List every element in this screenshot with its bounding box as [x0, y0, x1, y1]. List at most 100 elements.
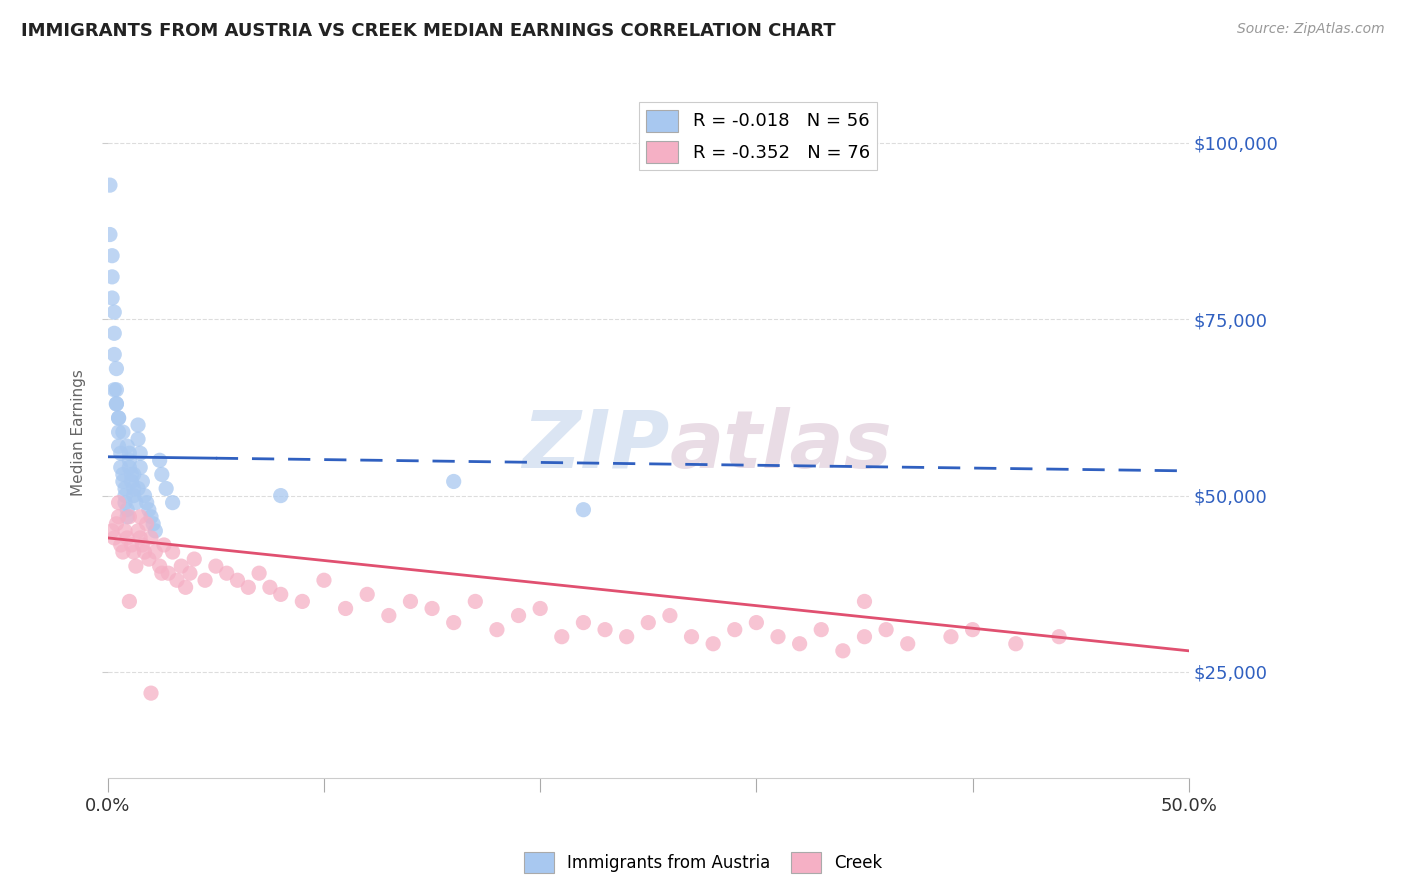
Point — [138, 552, 160, 566]
Text: atlas: atlas — [669, 407, 893, 485]
Point — [129, 531, 152, 545]
Point — [125, 559, 148, 574]
Point — [114, 524, 136, 538]
Point — [247, 566, 270, 581]
Point — [335, 601, 357, 615]
Point — [853, 594, 876, 608]
Point — [572, 615, 595, 630]
Point — [103, 305, 125, 319]
Point — [378, 608, 401, 623]
Point — [179, 566, 201, 581]
Point — [98, 178, 121, 193]
Point — [724, 623, 747, 637]
Point — [420, 601, 443, 615]
Text: ZIP: ZIP — [523, 407, 669, 485]
Point — [121, 475, 143, 489]
Point — [125, 495, 148, 509]
Point — [138, 502, 160, 516]
Point — [157, 566, 180, 581]
Point — [101, 249, 124, 263]
Point — [194, 574, 217, 588]
Point — [114, 482, 136, 496]
Point — [443, 615, 465, 630]
Point — [166, 574, 188, 588]
Point — [105, 516, 128, 531]
Point — [131, 475, 153, 489]
Point — [129, 460, 152, 475]
Point — [129, 446, 152, 460]
Point — [745, 615, 768, 630]
Point — [107, 509, 129, 524]
Point — [853, 630, 876, 644]
Point — [616, 630, 638, 644]
Point — [135, 495, 157, 509]
Point — [150, 566, 173, 581]
Point — [312, 574, 335, 588]
Point — [105, 397, 128, 411]
Point — [131, 538, 153, 552]
Point — [485, 623, 508, 637]
Point — [170, 559, 193, 574]
Point — [122, 467, 145, 482]
Point — [107, 439, 129, 453]
Point — [118, 594, 141, 608]
Point — [205, 559, 228, 574]
Point — [101, 291, 124, 305]
Point — [215, 566, 238, 581]
Point — [111, 545, 134, 559]
Point — [110, 446, 132, 460]
Point — [149, 559, 172, 574]
Point — [127, 432, 149, 446]
Point — [875, 623, 897, 637]
Point — [118, 460, 141, 475]
Point — [155, 482, 177, 496]
Legend: R = -0.018   N = 56, R = -0.352   N = 76: R = -0.018 N = 56, R = -0.352 N = 76 — [638, 103, 877, 169]
Point — [103, 531, 125, 545]
Point — [103, 347, 125, 361]
Point — [139, 531, 162, 545]
Point — [135, 516, 157, 531]
Point — [810, 623, 832, 637]
Point — [115, 439, 138, 453]
Point — [105, 383, 128, 397]
Point — [1047, 630, 1070, 644]
Point — [129, 509, 152, 524]
Point — [143, 524, 166, 538]
Point — [111, 467, 134, 482]
Point — [766, 630, 789, 644]
Point — [142, 516, 165, 531]
Point — [114, 495, 136, 509]
Text: IMMIGRANTS FROM AUSTRIA VS CREEK MEDIAN EARNINGS CORRELATION CHART: IMMIGRANTS FROM AUSTRIA VS CREEK MEDIAN … — [21, 22, 835, 40]
Point — [105, 397, 128, 411]
Point — [103, 326, 125, 341]
Point — [174, 580, 197, 594]
Point — [115, 531, 138, 545]
Point — [111, 475, 134, 489]
Point — [939, 630, 962, 644]
Point — [270, 489, 292, 503]
Point — [115, 509, 138, 524]
Point — [110, 538, 132, 552]
Point — [637, 615, 659, 630]
Point — [464, 594, 486, 608]
Point — [226, 574, 249, 588]
Point — [121, 467, 143, 482]
Point — [101, 269, 124, 284]
Point — [399, 594, 422, 608]
Point — [702, 637, 724, 651]
Point — [114, 489, 136, 503]
Point — [107, 411, 129, 425]
Point — [127, 482, 149, 496]
Point — [162, 545, 184, 559]
Point — [107, 411, 129, 425]
Point — [443, 475, 465, 489]
Point — [658, 608, 681, 623]
Point — [118, 446, 141, 460]
Point — [572, 502, 595, 516]
Legend: Immigrants from Austria, Creek: Immigrants from Austria, Creek — [517, 846, 889, 880]
Point — [134, 489, 156, 503]
Point — [593, 623, 616, 637]
Point — [110, 460, 132, 475]
Point — [122, 482, 145, 496]
Point — [118, 509, 141, 524]
